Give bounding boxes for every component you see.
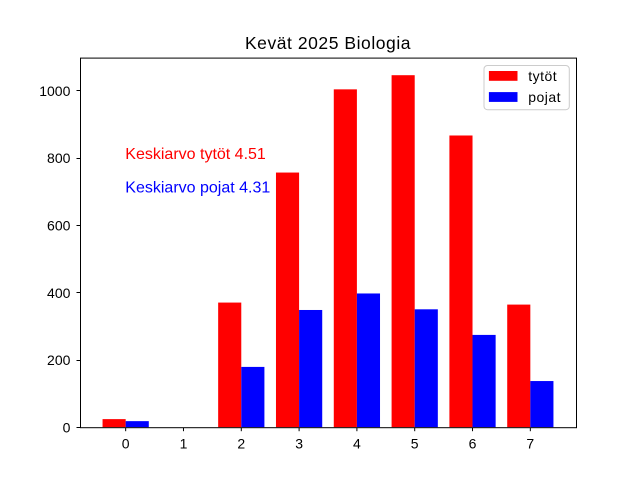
svg-text:5: 5 [411,436,419,452]
svg-text:600: 600 [47,217,71,233]
svg-text:400: 400 [47,285,71,301]
svg-text:0: 0 [122,436,130,452]
svg-text:200: 200 [47,352,71,368]
svg-text:1: 1 [180,436,188,452]
svg-text:3: 3 [295,436,303,452]
svg-text:800: 800 [47,150,71,166]
svg-text:1000: 1000 [39,83,70,99]
svg-text:0: 0 [63,420,71,436]
svg-text:2: 2 [237,436,245,452]
svg-text:Keskiarvo pojat 4.31: Keskiarvo pojat 4.31 [125,180,270,197]
svg-text:6: 6 [469,436,477,452]
svg-text:Kevät 2025 Biologia: Kevät 2025 Biologia [245,33,411,53]
svg-text:Keskiarvo tytöt 4.51: Keskiarvo tytöt 4.51 [125,146,266,163]
svg-text:4: 4 [353,436,361,452]
svg-text:tytöt: tytöt [528,68,557,84]
svg-text:7: 7 [526,436,534,452]
svg-text:pojat: pojat [528,89,561,105]
